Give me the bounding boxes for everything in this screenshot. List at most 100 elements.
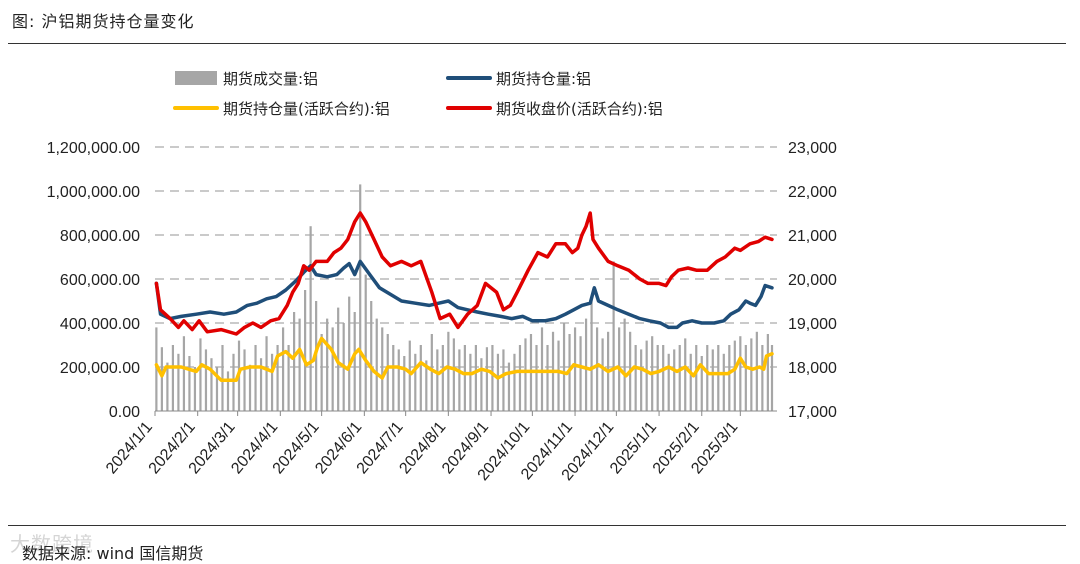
volume-bar bbox=[557, 340, 560, 411]
volume-bar bbox=[177, 353, 180, 411]
volume-bar bbox=[188, 356, 191, 411]
volume-bar bbox=[287, 345, 290, 411]
volume-bar bbox=[348, 296, 351, 411]
volume-bar bbox=[364, 274, 367, 411]
volume-bar bbox=[425, 360, 428, 411]
volume-bar bbox=[171, 345, 175, 411]
volume-bar bbox=[193, 367, 197, 411]
volume-bar bbox=[507, 362, 511, 411]
volume-bar bbox=[645, 340, 648, 411]
volume-bar bbox=[684, 338, 687, 411]
series-lines bbox=[154, 211, 774, 382]
volume-bar bbox=[513, 353, 516, 411]
volume-bar bbox=[370, 301, 373, 411]
volume-bar bbox=[750, 338, 753, 411]
volume-bar bbox=[562, 323, 566, 411]
volume-bar bbox=[496, 353, 500, 411]
volume-bar bbox=[744, 345, 747, 411]
right-tick-label: 21,000 bbox=[788, 228, 837, 245]
volume-bar bbox=[689, 353, 692, 411]
left-tick-label: 800,000.00 bbox=[60, 228, 140, 245]
figure-title: 图: 沪铝期货持仓量变化 bbox=[12, 12, 195, 31]
volume-bar bbox=[584, 318, 588, 411]
bottom-rule bbox=[8, 525, 1066, 526]
volume-bar bbox=[480, 358, 483, 411]
volume-bar bbox=[623, 318, 626, 411]
volume-bar bbox=[770, 345, 774, 411]
volume-bar bbox=[270, 353, 274, 411]
volume-bar bbox=[733, 340, 736, 411]
volume-bar bbox=[667, 353, 670, 411]
close-price-line bbox=[154, 211, 774, 336]
right-tick-label: 18,000 bbox=[788, 360, 837, 377]
volume-bar bbox=[232, 353, 235, 411]
volume-bar bbox=[540, 327, 544, 411]
left-tick-label: 400,000.00 bbox=[60, 316, 140, 333]
gridlines bbox=[155, 146, 777, 368]
volume-bar bbox=[375, 318, 378, 411]
volume-bar bbox=[673, 349, 676, 411]
source-note: 数据来源: wind 国信期货 bbox=[22, 544, 204, 563]
legend-label: 期货收盘价(活跃合约):铝 bbox=[496, 100, 663, 118]
volume-bar bbox=[392, 345, 395, 411]
right-tick-label: 17,000 bbox=[788, 404, 837, 421]
volume-bar bbox=[612, 261, 615, 411]
volume-bar bbox=[320, 334, 323, 411]
volume-bar bbox=[259, 358, 263, 411]
volume-bar bbox=[761, 345, 764, 411]
volume-bar bbox=[276, 345, 279, 411]
volume-bar bbox=[397, 349, 400, 411]
volume-bar bbox=[590, 296, 593, 411]
volume-bar bbox=[221, 345, 224, 411]
volume-bar bbox=[309, 226, 312, 411]
volume-bar bbox=[226, 371, 230, 411]
left-tick-label: 1,200,000.00 bbox=[47, 140, 141, 157]
volume-bar bbox=[695, 345, 698, 411]
volume-bar bbox=[210, 358, 213, 411]
volume-bar bbox=[728, 345, 731, 411]
volume-bar bbox=[419, 345, 422, 411]
volume-bar bbox=[403, 356, 406, 411]
left-tick-label: 0.00 bbox=[109, 404, 140, 421]
volume-bar bbox=[491, 345, 494, 411]
volume-bar bbox=[199, 338, 202, 411]
volume-bar bbox=[166, 362, 169, 411]
volume-bar bbox=[579, 336, 582, 411]
volume-bar bbox=[436, 349, 439, 411]
volume-bar bbox=[182, 336, 186, 411]
volume-bar bbox=[463, 345, 466, 411]
volume-bar bbox=[722, 353, 725, 411]
volume-bar bbox=[243, 349, 246, 411]
volume-bar bbox=[634, 345, 637, 411]
volume-bar bbox=[298, 318, 301, 411]
volume-bar bbox=[717, 345, 720, 411]
volume-bar bbox=[573, 327, 577, 411]
volume-bar bbox=[248, 364, 252, 411]
left-tick-label: 1,000,000.00 bbox=[47, 184, 141, 201]
volume-bar bbox=[640, 349, 643, 411]
legend-label: 期货持仓量(活跃合约):铝 bbox=[223, 100, 390, 118]
volume-bar bbox=[359, 184, 362, 411]
right-axis-ticks: 17,000 18,000 19,000 20,000 21,000 22,000 23,0… bbox=[788, 140, 837, 421]
volume-bar bbox=[326, 318, 329, 411]
volume-bar bbox=[711, 349, 714, 411]
legend-label: 期货成交量:铝 bbox=[223, 70, 318, 88]
left-tick-label: 200,000.00 bbox=[60, 360, 140, 377]
top-rule bbox=[8, 43, 1066, 44]
legend-swatch bbox=[175, 71, 217, 85]
volume-bar bbox=[293, 312, 296, 411]
volume-bar bbox=[386, 334, 389, 411]
volume-bar bbox=[502, 349, 505, 411]
left-axis-ticks: 0.00 200,000.00 400,000.00 600,000.00 800,00… bbox=[47, 140, 141, 421]
right-tick-label: 20,000 bbox=[788, 272, 837, 289]
volume-bar bbox=[535, 345, 538, 411]
volume-bar bbox=[474, 345, 477, 411]
volume-bar bbox=[353, 312, 356, 411]
volume-bar bbox=[469, 353, 472, 411]
volume-bar bbox=[204, 349, 208, 411]
right-tick-label: 22,000 bbox=[788, 184, 837, 201]
open-interest-line bbox=[154, 259, 774, 330]
volume-bar bbox=[215, 367, 219, 411]
volume-bar bbox=[304, 290, 307, 411]
volume-bar bbox=[524, 338, 527, 411]
